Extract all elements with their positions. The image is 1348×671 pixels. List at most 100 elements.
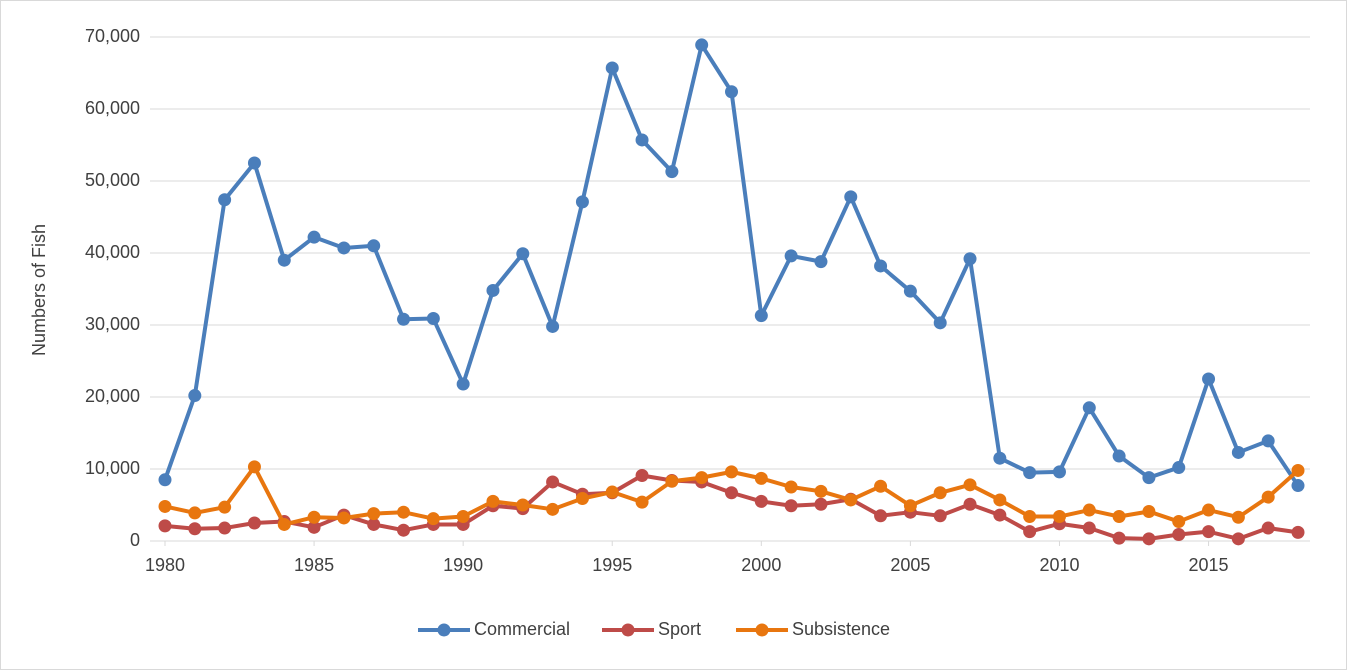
data-point [426,512,440,526]
data-point [933,316,947,330]
data-point [933,509,947,523]
legend-marker [437,623,451,637]
data-point [1291,463,1305,477]
data-point [635,468,649,482]
data-point [367,517,381,531]
data-point [277,517,291,531]
data-point [1231,445,1245,459]
data-point [665,165,679,179]
data-point [307,510,321,524]
data-point [367,239,381,253]
data-point [1142,504,1156,518]
data-point [1231,532,1245,546]
data-point [695,38,709,52]
data-point [754,309,768,323]
data-point [247,156,261,170]
x-tick-label: 1985 [294,555,334,575]
data-point [1082,503,1096,517]
data-point [218,500,232,514]
data-point [784,499,798,513]
data-point [695,471,709,485]
data-point [1112,531,1126,545]
x-tick-label: 2015 [1189,555,1229,575]
legend-marker [621,623,635,637]
data-point [307,230,321,244]
data-point [814,497,828,511]
data-point [844,493,858,507]
data-point [337,511,351,525]
data-point [963,252,977,266]
data-point [874,259,888,273]
data-point [1082,521,1096,535]
data-point [1231,510,1245,524]
data-point [188,522,202,536]
data-point [1082,401,1096,415]
data-point [486,494,500,508]
data-point [605,61,619,75]
data-point [1112,510,1126,524]
data-point [486,283,500,297]
legend-label: Sport [658,619,701,639]
data-point [993,451,1007,465]
y-tick-label: 70,000 [85,26,140,46]
data-point [993,493,1007,507]
data-point [1142,471,1156,485]
data-point [516,247,530,261]
data-point [874,479,888,493]
x-tick-label: 2000 [741,555,781,575]
data-point [546,475,560,489]
data-point [337,241,351,255]
data-point [456,510,470,524]
data-point [218,521,232,535]
data-point [635,495,649,509]
data-point [1291,525,1305,539]
y-tick-label: 20,000 [85,386,140,406]
y-tick-label: 60,000 [85,98,140,118]
data-point [1261,521,1275,535]
data-point [247,516,261,530]
data-point [397,312,411,326]
data-point [158,519,172,533]
data-point [397,505,411,519]
data-point [754,471,768,485]
data-point [635,133,649,147]
data-point [1172,528,1186,542]
data-point [933,486,947,500]
y-axis-label: Numbers of Fish [29,224,49,356]
data-point [903,499,917,513]
data-point [993,508,1007,522]
data-point [367,507,381,521]
data-point [874,509,888,523]
data-point [1261,434,1275,448]
y-tick-label: 10,000 [85,458,140,478]
y-tick-label: 30,000 [85,314,140,334]
data-point [158,473,172,487]
data-point [575,492,589,506]
x-tick-label: 1990 [443,555,483,575]
data-point [963,478,977,492]
y-tick-label: 50,000 [85,170,140,190]
data-point [1202,503,1216,517]
legend-marker [755,623,769,637]
data-point [1261,490,1275,504]
data-point [218,193,232,207]
data-point [963,497,977,511]
data-point [665,474,679,488]
data-point [1202,372,1216,386]
data-point [247,460,261,474]
data-point [277,253,291,267]
data-point [784,480,798,494]
data-point [1172,461,1186,475]
legend-label: Subsistence [792,619,890,639]
data-point [397,523,411,537]
data-point [903,284,917,298]
data-point [307,520,321,534]
data-point [426,312,440,326]
data-point [1291,479,1305,493]
data-point [1023,466,1037,480]
x-tick-label: 2005 [890,555,930,575]
data-point [814,484,828,498]
data-point [1023,510,1037,524]
